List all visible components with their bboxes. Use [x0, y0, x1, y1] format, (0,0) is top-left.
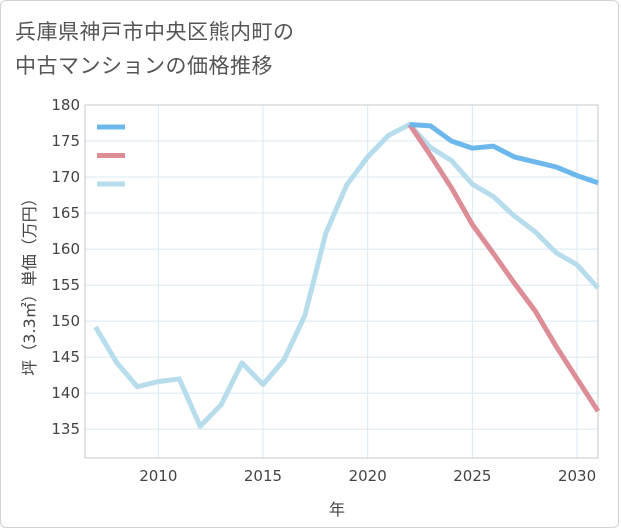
y-tick-label: 165: [51, 204, 80, 222]
x-tick-label: 2025: [453, 467, 491, 485]
legend-label-0: グッドシナリオ: [131, 121, 222, 136]
x-tick-label: 2020: [349, 467, 387, 485]
chart-title-line-1: 兵庫県神戸市中央区熊内町の: [15, 20, 295, 44]
legend-label-1: バッドシナリオ: [131, 150, 222, 165]
plot-area-border: [84, 104, 599, 459]
y-tick-label: 180: [51, 96, 80, 114]
y-tick-label: 170: [51, 168, 80, 186]
y-tick-label: 145: [51, 348, 80, 366]
y-tick-label: 140: [51, 384, 80, 402]
y-tick-label: 155: [51, 276, 80, 294]
y-tick-label: 160: [51, 240, 80, 258]
series-line-2: [93, 122, 600, 429]
y-tick-label: 175: [51, 132, 80, 150]
chart-title: 兵庫県神戸市中央区熊内町の 中古マンションの価格推移: [15, 15, 295, 83]
legend-label-2: ノーマルシナリオ: [131, 178, 235, 193]
series-line-1: [407, 123, 601, 413]
y-tick-label: 135: [51, 420, 80, 438]
x-tick-label: 2015: [244, 467, 282, 485]
x-tick-label: 2010: [139, 467, 177, 485]
x-tick-labels: 2010 2015 2020 2025 2030: [139, 467, 596, 485]
chart-title-line-2: 中古マンションの価格推移: [15, 54, 273, 78]
y-tick-labels: 135 140 145 150 155 160 165 170 175 180: [51, 96, 80, 438]
series-lines: [93, 122, 601, 429]
y-axis-title: 坪（3.3㎡）単価（万円）: [20, 190, 39, 375]
x-axis-title: 年: [329, 500, 345, 519]
series-line-0: [409, 122, 599, 186]
y-tick-label: 150: [51, 312, 80, 330]
x-tick-label: 2030: [558, 467, 596, 485]
